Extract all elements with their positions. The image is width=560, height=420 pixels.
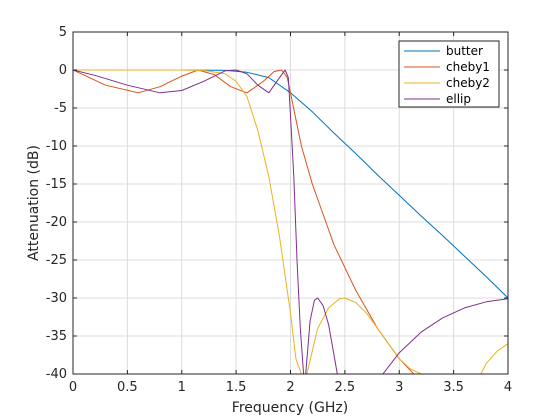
series-line-cheby2 bbox=[73, 69, 302, 374]
x-tick-label: 3.5 bbox=[443, 380, 464, 395]
y-tick-label: -25 bbox=[46, 253, 67, 268]
y-tick-label: -40 bbox=[46, 367, 67, 382]
y-axis-label: Attenuation (dB) bbox=[26, 145, 42, 261]
x-tick-label: 0 bbox=[69, 380, 77, 395]
series-line-ellip-b bbox=[305, 297, 338, 374]
legend: butter cheby1 cheby2 ellip bbox=[398, 40, 500, 108]
y-tick-label: -10 bbox=[46, 139, 67, 154]
legend-label: butter bbox=[446, 44, 483, 58]
series-line-butter bbox=[73, 69, 508, 299]
x-axis: 0 0.5 1 1.5 2 2.5 3 3.5 4 bbox=[69, 32, 512, 395]
series-line-ellip bbox=[73, 69, 305, 374]
series-line-cheby1 bbox=[73, 69, 415, 374]
series-line-cheby2-b bbox=[306, 297, 427, 374]
series-group bbox=[73, 69, 508, 374]
y-tick-label: -20 bbox=[46, 215, 67, 230]
legend-box bbox=[398, 40, 500, 108]
y-tick-label: 0 bbox=[59, 63, 67, 78]
y-tick-label: -30 bbox=[46, 291, 67, 306]
y-tick-label: -15 bbox=[46, 177, 67, 192]
x-tick-label: 2.5 bbox=[335, 380, 356, 395]
x-tick-label: 3 bbox=[395, 380, 403, 395]
legend-label: ellip bbox=[446, 92, 471, 106]
x-tick-label: 0.5 bbox=[117, 380, 138, 395]
x-tick-label: 2 bbox=[286, 380, 294, 395]
x-tick-label: 4 bbox=[504, 380, 512, 395]
x-axis-label: Frequency (GHz) bbox=[232, 400, 348, 416]
y-tick-label: 5 bbox=[59, 25, 67, 40]
y-tick-label: -5 bbox=[54, 101, 67, 116]
legend-label: cheby1 bbox=[446, 60, 490, 74]
y-tick-label: -35 bbox=[46, 329, 67, 344]
legend-label: cheby2 bbox=[446, 76, 490, 90]
x-tick-label: 1 bbox=[178, 380, 186, 395]
series-line-cheby2-c bbox=[480, 343, 508, 374]
series-line-ellip-c bbox=[382, 298, 508, 374]
y-axis: 5 0 -5 -10 -15 -20 -25 -30 -35 -40 bbox=[46, 25, 508, 382]
x-tick-label: 1.5 bbox=[226, 380, 247, 395]
